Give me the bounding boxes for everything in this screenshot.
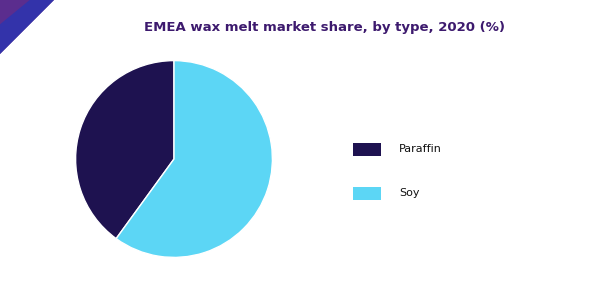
Wedge shape [76,61,174,238]
Wedge shape [116,61,272,257]
Text: Paraffin: Paraffin [399,144,442,154]
Text: Soy: Soy [399,188,419,199]
FancyBboxPatch shape [353,187,381,200]
FancyBboxPatch shape [353,143,381,156]
Text: EMEA wax melt market share, by type, 2020 (%): EMEA wax melt market share, by type, 202… [143,20,505,34]
Polygon shape [0,0,54,54]
Polygon shape [0,0,54,54]
